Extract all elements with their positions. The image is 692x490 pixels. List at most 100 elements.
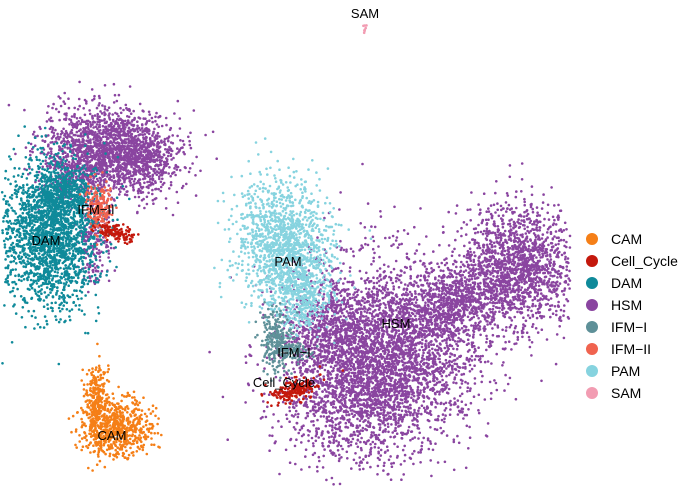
point-HSM — [395, 394, 399, 397]
point-HSM — [407, 348, 410, 351]
point-HSM — [331, 279, 335, 283]
point-HSM — [392, 400, 396, 404]
point-HSM — [554, 362, 558, 366]
point-HSM — [445, 341, 448, 345]
point-HSM — [539, 256, 542, 259]
point-HSM — [359, 407, 362, 410]
point-HSM — [342, 437, 346, 441]
point-HSM — [418, 348, 421, 352]
point-HSM — [495, 180, 498, 183]
point-HSM — [479, 333, 482, 337]
point-HSM — [505, 210, 508, 213]
point-HSM — [432, 343, 436, 347]
point-HSM — [405, 309, 409, 313]
point-HSM — [366, 388, 369, 392]
point-HSM — [422, 376, 426, 380]
point-HSM — [429, 340, 432, 344]
point-HSM — [388, 389, 392, 393]
point-HSM — [365, 271, 368, 275]
point-HSM — [379, 210, 382, 213]
point-HSM — [396, 273, 399, 277]
point-HSM — [325, 420, 329, 423]
point-HSM — [411, 437, 414, 441]
point-HSM — [388, 387, 392, 391]
point-HSM — [379, 289, 383, 293]
point-HSM — [383, 289, 387, 292]
point-HSM — [370, 406, 373, 410]
point-HSM — [415, 249, 419, 252]
point-HSM — [509, 225, 512, 228]
point-HSM — [369, 365, 372, 368]
point-HSM — [343, 405, 346, 408]
point-HSM — [344, 396, 348, 399]
point-HSM — [406, 345, 410, 348]
point-HSM — [293, 406, 296, 410]
point-HSM — [521, 245, 525, 248]
point-HSM — [392, 287, 396, 291]
point-HSM — [335, 379, 338, 383]
point-HSM — [490, 262, 494, 266]
point-HSM — [395, 432, 399, 436]
point-HSM — [273, 441, 277, 445]
point-HSM — [427, 345, 431, 349]
point-HSM — [451, 331, 455, 335]
point-HSM — [409, 411, 413, 414]
point-HSM — [383, 359, 387, 363]
point-HSM — [379, 369, 383, 373]
point-HSM — [406, 352, 410, 355]
point-HSM — [445, 381, 448, 384]
point-HSM — [345, 450, 349, 454]
point-HSM — [520, 331, 524, 335]
point-HSM — [350, 440, 353, 444]
point-HSM — [400, 436, 404, 440]
point-HSM — [433, 427, 437, 431]
point-HSM — [555, 313, 558, 317]
point-HSM — [408, 384, 412, 388]
point-HSM — [347, 387, 351, 390]
point-HSM — [509, 233, 513, 237]
point-HSM — [410, 323, 414, 326]
point-HSM — [355, 397, 358, 400]
point-HSM — [389, 355, 393, 359]
point-HSM — [322, 454, 326, 458]
point-HSM — [467, 447, 470, 450]
point-HSM — [262, 409, 266, 413]
point-HSM — [433, 383, 436, 387]
point-HSM — [557, 300, 560, 304]
point-HSM — [546, 203, 550, 207]
point-HSM — [376, 473, 379, 476]
point-HSM — [386, 473, 390, 476]
point-HSM — [447, 210, 451, 214]
point-HSM — [300, 425, 304, 429]
point-HSM — [453, 367, 457, 371]
point-HSM — [401, 448, 405, 452]
point-HSM — [338, 482, 342, 486]
point-HSM — [327, 431, 330, 434]
point-HSM — [377, 423, 381, 426]
point-HSM — [387, 375, 391, 378]
point-HSM — [384, 306, 388, 309]
point-HSM — [503, 389, 506, 392]
point-HSM — [462, 330, 465, 334]
point-HSM — [342, 384, 346, 388]
point-HSM — [376, 384, 379, 388]
point-HSM — [412, 391, 415, 394]
point-HSM — [408, 290, 412, 294]
point-HSM — [332, 369, 335, 373]
point-HSM — [370, 312, 374, 316]
point-HSM — [379, 323, 382, 326]
point-HSM — [454, 212, 458, 215]
point-HSM — [542, 193, 545, 196]
point-HSM — [474, 354, 478, 358]
point-HSM — [431, 351, 435, 355]
point-HSM — [390, 423, 393, 426]
point-HSM — [453, 397, 456, 400]
point-HSM — [541, 201, 545, 204]
point-HSM — [268, 449, 271, 453]
point-HSM — [368, 349, 372, 353]
point-HSM — [312, 444, 315, 448]
point-HSM — [472, 324, 476, 328]
point-HSM — [488, 321, 492, 325]
point-HSM — [538, 253, 541, 257]
point-HSM — [367, 416, 370, 420]
